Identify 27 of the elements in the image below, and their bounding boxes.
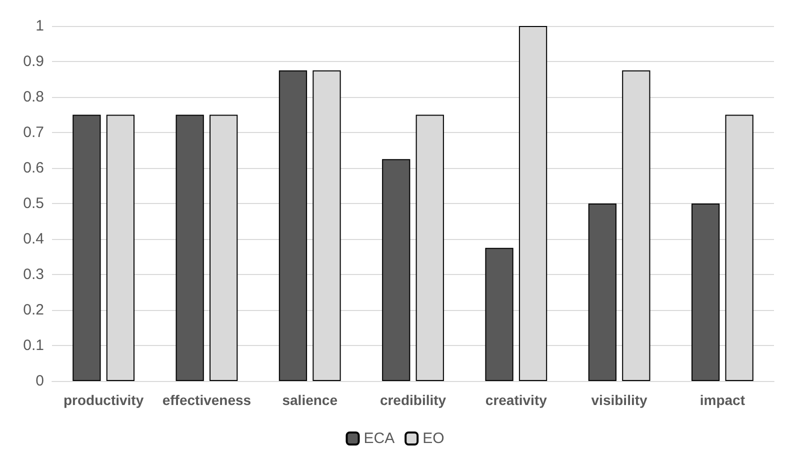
x-tick-label: salience — [282, 392, 338, 408]
y-tick-label: 0.9 — [23, 53, 44, 70]
x-tick-label: creativity — [485, 392, 548, 408]
y-tick-label: 0.3 — [23, 266, 44, 283]
bar — [382, 159, 410, 381]
x-tick-label: productivity — [64, 392, 144, 408]
x-tick-label: credibility — [380, 392, 446, 408]
bar — [176, 114, 204, 381]
y-tick-label: 0.5 — [23, 195, 44, 212]
y-tick-label: 0.2 — [23, 302, 44, 318]
y-tick-label: 0.8 — [23, 88, 44, 106]
x-tick-label: visibility — [591, 392, 648, 408]
x-tick-label: effectiveness — [162, 392, 252, 408]
y-tick-label: 0.4 — [23, 230, 44, 248]
y-tick-label: 1 — [36, 18, 44, 34]
legend-label: ECA — [364, 430, 395, 447]
y-tick-label: 0 — [36, 372, 44, 390]
x-tick-label: impact — [700, 392, 746, 408]
bar — [691, 204, 720, 381]
bar — [485, 248, 514, 381]
bar — [278, 70, 308, 381]
legend-label: EO — [422, 430, 444, 447]
y-tick-label: 0.7 — [23, 124, 44, 141]
y-tick-label: 0.1 — [23, 337, 44, 354]
bar — [588, 204, 616, 381]
y-tick-label: 0.6 — [23, 160, 44, 176]
bar — [72, 114, 101, 381]
